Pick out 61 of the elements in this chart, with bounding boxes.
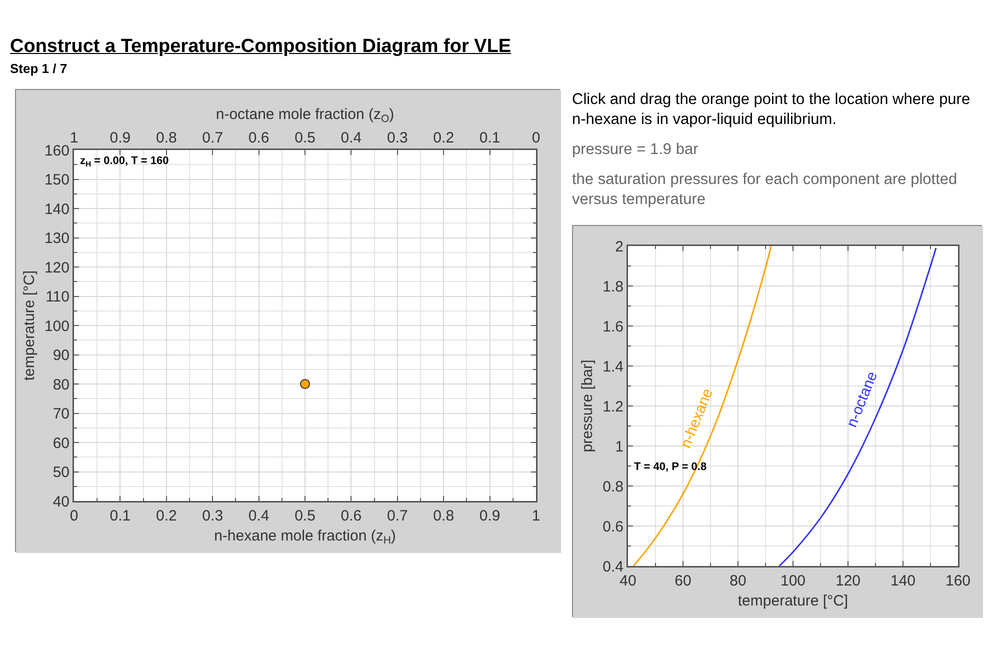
x-tick-label: 0.8: [433, 508, 454, 524]
x2-tick-label: 0.7: [202, 130, 224, 146]
x2-tick-label: 0.6: [248, 130, 270, 146]
x-tick-label: 60: [674, 572, 692, 590]
y-tick-label: 110: [46, 288, 70, 306]
x2-tick-label: 0.1: [479, 130, 500, 146]
line-series: [632, 246, 772, 566]
x2-tick-label: 0.2: [433, 130, 454, 146]
y-tick-label: 50: [52, 464, 70, 481]
x-axis-title: n-hexane mole fraction (z$_{H}$): [214, 527, 396, 546]
chart-title: Construct a Temperature-Composition Diagram for VLE: [10, 36, 512, 58]
x-tick-label: 100: [780, 572, 806, 590]
y-tick-label: 130: [44, 230, 70, 247]
x-axis-title: temperature [°C]: [738, 592, 848, 610]
y-tick-label: 150: [44, 172, 70, 188]
chart-subtitle: Step 1 / 7: [10, 61, 68, 76]
x2-tick-label: 0.3: [386, 130, 408, 146]
x-tick-label: 1: [532, 508, 540, 524]
y-axis-title: temperature [°C]: [20, 270, 38, 381]
x-tick-label: 0.6: [340, 508, 362, 524]
x-tick-label: 0.2: [156, 508, 177, 524]
x2-tick-label: 0.9: [110, 130, 131, 146]
y-tick-label: 100: [44, 318, 70, 335]
x2-tick-label: 0.5: [294, 130, 316, 146]
x-tick-label: 160: [945, 572, 971, 590]
x-tick-label: 0.1: [110, 508, 131, 524]
y-tick-label: 40: [52, 493, 70, 510]
y-tick-label: 1.8: [602, 278, 624, 296]
text: Click and drag the orange point to the location where pure n-hexane is in vapor-liquid equilibrium.: [572, 90, 972, 130]
x2-tick-label: 0.4: [340, 130, 362, 146]
text: pressure = 1.9 bar: [572, 140, 700, 160]
x2-tick-label: 0: [532, 130, 540, 146]
y-tick-label: 80: [52, 376, 70, 394]
x-tick-label: 120: [835, 572, 861, 590]
y-tick-label: 90: [52, 347, 70, 364]
y-tick-label: 60: [52, 434, 70, 452]
y-tick-label: 160: [44, 142, 70, 160]
line-series: [778, 247, 937, 566]
y-tick-label: 1.4: [602, 358, 624, 376]
y-tick-label: 0.4: [602, 558, 624, 576]
x2-tick-label: 0.8: [156, 130, 177, 146]
x-tick-label: 0.4: [248, 508, 270, 524]
x-tick-label: 0.7: [386, 508, 408, 524]
annotation: z$_{H}$ = 0.00, T = 160: [80, 155, 169, 168]
x-tick-label: 140: [890, 572, 916, 590]
y-tick-label: 140: [44, 200, 70, 218]
y-tick-label: 1.2: [602, 398, 624, 416]
x-tick-label: 0.9: [479, 508, 500, 524]
x-tick-label: 0.5: [294, 508, 316, 524]
y-axis-title: pressure [bar]: [579, 360, 596, 452]
x-tick-label: 80: [730, 572, 746, 590]
y-tick-label: 2: [615, 238, 624, 256]
x-tick-label: 0.3: [202, 508, 224, 524]
y-tick-label: 120: [44, 259, 70, 276]
text: the saturation pressures for each component are plotted versus temperature: [572, 170, 958, 210]
y-tick-label: 1: [615, 438, 624, 456]
x2-axis-title: n-octane mole fraction (z$_{O}$): [216, 106, 394, 126]
y-tick-label: 1.6: [602, 318, 624, 336]
y-tick-label: 70: [52, 406, 70, 422]
y-tick-label: 0.8: [602, 478, 624, 496]
x-tick-label: 0: [70, 508, 78, 524]
